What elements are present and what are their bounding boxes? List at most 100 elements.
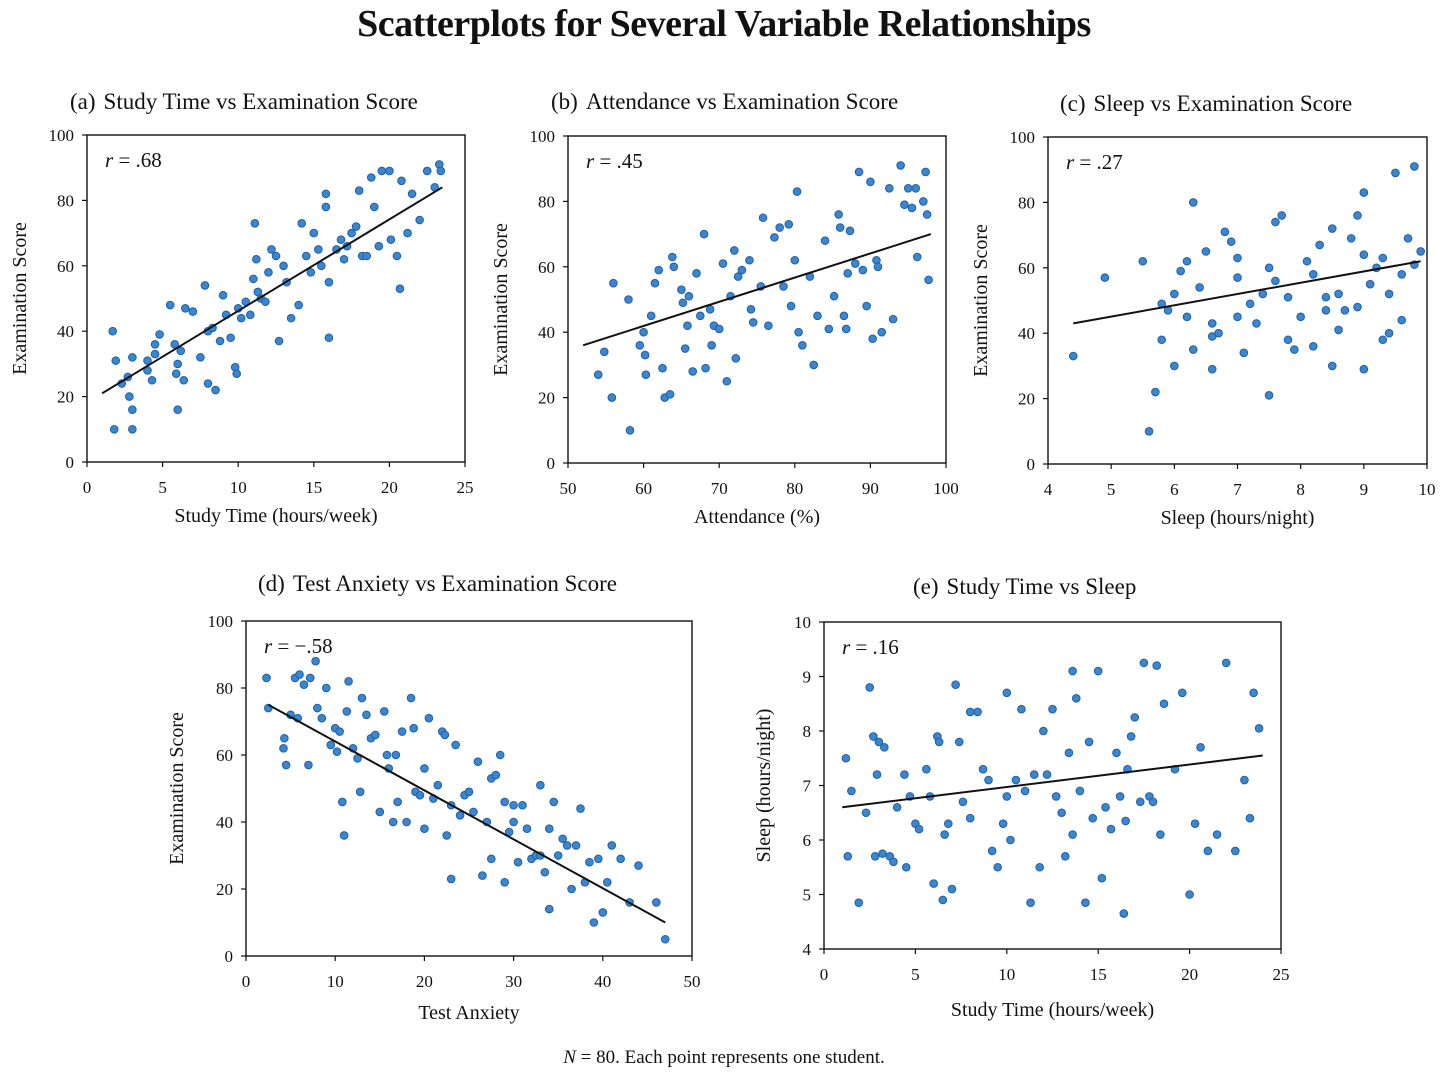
- panel-b: 50 60 70 80 90 100 0 20 40 60 80 100 Attendance (%) E…: [490, 127, 959, 528]
- data-point: [1207, 319, 1217, 328]
- data-point: [878, 849, 887, 858]
- data-point: [324, 277, 334, 287]
- data-point: [965, 813, 975, 823]
- data-point: [1327, 361, 1337, 371]
- data-point: [415, 790, 425, 800]
- data-point: [211, 385, 220, 395]
- data-point: [1334, 325, 1343, 335]
- data-point: [764, 321, 773, 330]
- panel-title-a: (a) Study Time vs Examination Score: [70, 89, 418, 115]
- data-point: [868, 334, 877, 344]
- data-point: [862, 301, 871, 311]
- panel-title-c: (c) Sleep vs Examination Score: [1060, 91, 1352, 117]
- data-point: [792, 187, 802, 196]
- footnote: N = 80. Each point represents one studen…: [0, 1047, 1448, 1069]
- data-point: [261, 297, 270, 307]
- data-point: [1170, 289, 1179, 299]
- data-point: [922, 210, 932, 219]
- data-point: [1185, 890, 1194, 899]
- data-point: [1233, 273, 1242, 282]
- plot-frame: [86, 134, 466, 463]
- data-point: [332, 747, 342, 756]
- data-point: [1039, 726, 1048, 736]
- data-point: [1002, 688, 1012, 698]
- data-point: [420, 824, 429, 834]
- data-point: [1226, 237, 1236, 246]
- data-point: [1290, 345, 1299, 354]
- data-point: [1353, 302, 1362, 312]
- data-point: [1410, 162, 1419, 171]
- data-point: [279, 744, 288, 753]
- footnote-n-symbol: N: [563, 1047, 576, 1068]
- data-point: [640, 350, 650, 360]
- x-tick-label: 7: [1233, 480, 1242, 499]
- x-tick-label: 10: [327, 972, 344, 991]
- data-point: [442, 831, 452, 840]
- data-point: [111, 356, 121, 365]
- data-point: [748, 318, 758, 327]
- data-point: [294, 300, 303, 310]
- data-point: [1011, 775, 1021, 785]
- data-point: [1042, 770, 1052, 779]
- data-point: [377, 166, 387, 176]
- regression-line: [267, 703, 666, 924]
- data-point: [397, 176, 406, 186]
- data-point: [1138, 256, 1148, 266]
- data-point: [374, 241, 384, 251]
- data-point: [850, 259, 860, 268]
- data-point: [978, 764, 988, 774]
- x-tick-label: 50: [684, 972, 701, 991]
- data-point: [1002, 792, 1012, 801]
- data-point: [1068, 830, 1077, 839]
- data-point: [397, 727, 407, 736]
- data-point: [339, 254, 349, 264]
- data-point: [865, 683, 875, 692]
- data-point: [692, 269, 701, 278]
- x-tick-label: 0: [242, 972, 251, 991]
- data-point: [660, 934, 670, 944]
- data-point: [1106, 824, 1116, 834]
- data-point: [1315, 240, 1324, 250]
- data-point: [306, 268, 316, 277]
- data-point: [834, 210, 843, 219]
- data-point: [326, 740, 336, 750]
- data-point: [344, 677, 353, 686]
- data-point: [375, 807, 385, 817]
- data-point: [1283, 335, 1293, 345]
- data-point: [576, 804, 585, 813]
- data-point: [1152, 661, 1161, 670]
- data-point: [518, 800, 527, 810]
- correlation-label: r = .68: [105, 148, 162, 172]
- data-point: [870, 852, 880, 861]
- data-point: [869, 732, 878, 741]
- y-axis-label: Examination Score: [490, 223, 512, 376]
- data-point: [1327, 224, 1337, 233]
- correlation-value: = .27: [1074, 150, 1123, 174]
- data-point: [1359, 364, 1369, 374]
- data-point: [594, 854, 603, 864]
- data-point: [1188, 198, 1198, 207]
- y-tick-label: 60: [1018, 259, 1035, 278]
- data-point: [301, 251, 311, 261]
- y-tick-label: 100: [1010, 128, 1036, 147]
- x-tick-label: 15: [305, 478, 322, 497]
- data-point: [395, 284, 405, 293]
- data-point: [150, 349, 160, 359]
- data-point: [912, 252, 922, 262]
- data-point: [464, 787, 474, 797]
- data-point: [737, 265, 747, 275]
- data-point: [940, 830, 949, 839]
- regression-line: [582, 233, 932, 347]
- data-point: [1148, 797, 1158, 807]
- data-point: [1231, 846, 1240, 856]
- panel-title-text-d: Test Anxiety vs Examination Score: [292, 571, 617, 596]
- data-point: [509, 817, 518, 827]
- data-point: [934, 737, 944, 747]
- y-tick-label: 20: [1018, 390, 1035, 409]
- data-point: [1084, 737, 1094, 747]
- data-point: [286, 313, 296, 323]
- data-point: [1060, 852, 1070, 861]
- y-tick-label: 20: [57, 388, 74, 407]
- data-point: [1057, 808, 1066, 818]
